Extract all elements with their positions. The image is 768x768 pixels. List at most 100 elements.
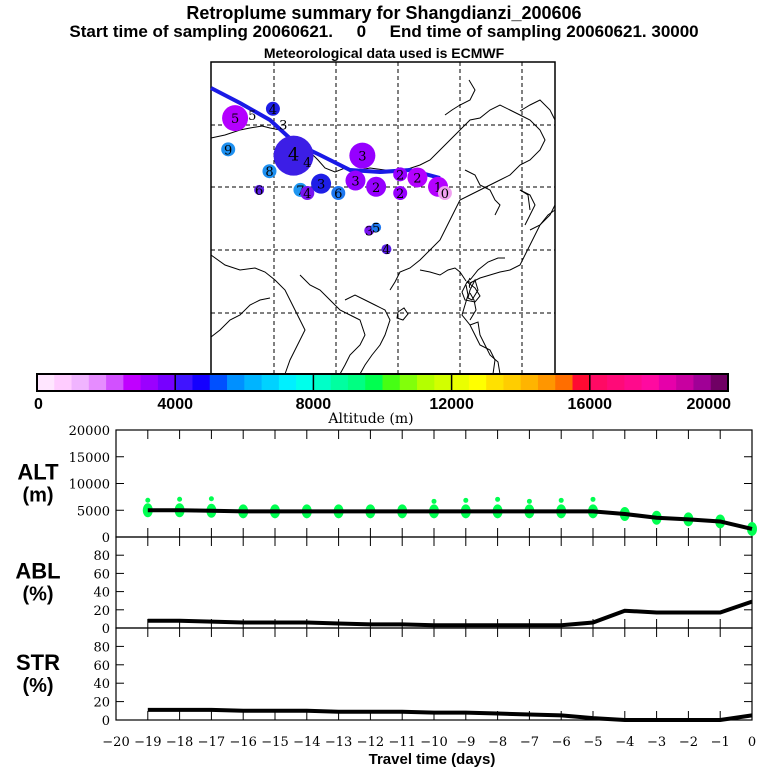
- panel-str: 0 20 40 60 80 STR(%): [16, 627, 753, 729]
- chart-title: Retroplume summary for Shangdianzi_20060…: [186, 3, 582, 23]
- series-line-alt: [147, 508, 753, 531]
- cluster-label: 9: [224, 143, 232, 158]
- y-tick-label: 5000: [77, 504, 110, 519]
- cluster-label: 2: [413, 171, 421, 186]
- panel-alt: 0 5000 10000 15000 20000 ALT(m): [17, 424, 757, 546]
- cluster-marker: 6: [331, 186, 346, 202]
- cluster-circle: [222, 105, 249, 132]
- series-line-str: [147, 707, 753, 722]
- cluster-marker: 4: [381, 243, 392, 258]
- y-tick-label: 80: [93, 640, 110, 655]
- y-tick-label: 60: [93, 567, 110, 582]
- colorbar-swatch: [451, 374, 470, 391]
- x-tick-label: −20: [102, 735, 129, 750]
- cluster-circle: [393, 186, 408, 201]
- coastline: [464, 169, 501, 216]
- panel-ylabel: ALT: [17, 460, 59, 485]
- colorbar-swatch: [313, 374, 332, 391]
- cluster-circle: [407, 167, 428, 188]
- x-tick-label: −17: [198, 735, 225, 750]
- cluster-circle: [393, 167, 408, 182]
- colorbar-swatch: [365, 374, 383, 391]
- x-tick-label: −3: [647, 735, 666, 750]
- colorbar-swatch: [572, 374, 591, 391]
- altitude-point: [590, 496, 596, 502]
- y-tick-label: 0: [102, 531, 110, 546]
- colorbar-swatch: [175, 374, 193, 391]
- cluster-marker: 3: [279, 118, 287, 133]
- cluster-circle: [300, 186, 315, 201]
- y-tick-label: 40: [93, 677, 110, 692]
- altitude-point: [431, 498, 437, 504]
- x-tick-label: −19: [134, 735, 161, 750]
- cluster-label: 3: [351, 175, 359, 190]
- time-series-panels: 05000100001500020000ALT(m)020406080ABL(%…: [15, 424, 757, 750]
- coastline: [419, 267, 467, 282]
- cluster-circle: [254, 184, 265, 195]
- cluster-circle: [371, 222, 382, 233]
- x-tick-label: −9: [456, 735, 475, 750]
- coastline: [468, 281, 473, 289]
- cluster-circle: [311, 173, 332, 194]
- cluster-marker: 0: [437, 186, 452, 202]
- cluster-label: 4: [269, 103, 277, 118]
- colorbar-tick-label: 4000: [157, 396, 193, 413]
- colorbar-tick-label: 20000: [687, 396, 732, 413]
- x-tick-label: −15: [261, 735, 288, 750]
- cluster-circle: [349, 142, 376, 169]
- cluster-marker: 2: [407, 167, 428, 188]
- cluster-circle: [273, 135, 314, 176]
- series-line-abl: [147, 599, 753, 628]
- coastline: [461, 281, 481, 303]
- colorbar-swatch: [468, 374, 487, 391]
- taiwan-outline: [467, 278, 479, 301]
- x-tick-label: −1: [711, 735, 730, 750]
- philippines-outline: [469, 321, 501, 375]
- cluster-circle: [366, 176, 387, 197]
- x-tick-labels: −20 −19 −18 −17 −16 −15 −14 −13 −12 −11 −10 −9 −8 −7−…: [102, 735, 756, 750]
- coastline: [467, 277, 471, 283]
- x-tick-label: −6: [552, 735, 571, 750]
- cluster-label: 2: [396, 187, 404, 202]
- x-tick-label: −14: [293, 735, 320, 750]
- cluster-label: 6: [334, 187, 342, 202]
- colorbar-swatch: [278, 374, 297, 391]
- y-tick-label: 20000: [69, 424, 110, 439]
- panel-ylabel: STR: [16, 650, 60, 675]
- cluster-circle: [265, 101, 280, 116]
- cluster-label: 0: [441, 187, 449, 202]
- x-tick-label: −5: [583, 735, 602, 750]
- colorbar-swatch: [710, 374, 729, 391]
- cluster-circle: [381, 244, 392, 255]
- cluster-label: 5: [231, 112, 239, 127]
- x-axis-label: Travel time (days): [369, 751, 496, 768]
- y-tick-label: 20: [93, 604, 110, 619]
- colorbar-swatch: [382, 374, 401, 391]
- y-tick-label: 40: [93, 586, 110, 601]
- map-frame: [210, 61, 556, 375]
- colorbar-swatch: [693, 374, 712, 391]
- colorbar-swatch: [555, 374, 574, 391]
- colorbar-tick-label: 12000: [429, 396, 474, 413]
- colorbar-swatch: [106, 374, 124, 391]
- cluster-label: 3: [317, 178, 325, 193]
- cluster-label: 3: [358, 150, 366, 165]
- colorbar-swatch: [123, 374, 142, 391]
- panel-ylabel: ABL: [15, 559, 60, 584]
- y-tick-label: 0: [102, 622, 110, 637]
- x-tick-label: −10: [420, 735, 447, 750]
- cluster-marker: 5: [248, 109, 256, 124]
- cluster-marker: 9: [221, 142, 236, 158]
- altitude-point: [208, 496, 214, 502]
- cluster-label: 3: [279, 118, 287, 133]
- cluster-marker: 6: [254, 184, 265, 199]
- cluster-circle: [331, 186, 346, 201]
- colorbar-swatch: [399, 374, 418, 391]
- x-tick-label: −7: [520, 735, 539, 750]
- coastline: [519, 99, 556, 121]
- colorbar-swatch: [261, 374, 280, 391]
- coastline: [469, 292, 477, 321]
